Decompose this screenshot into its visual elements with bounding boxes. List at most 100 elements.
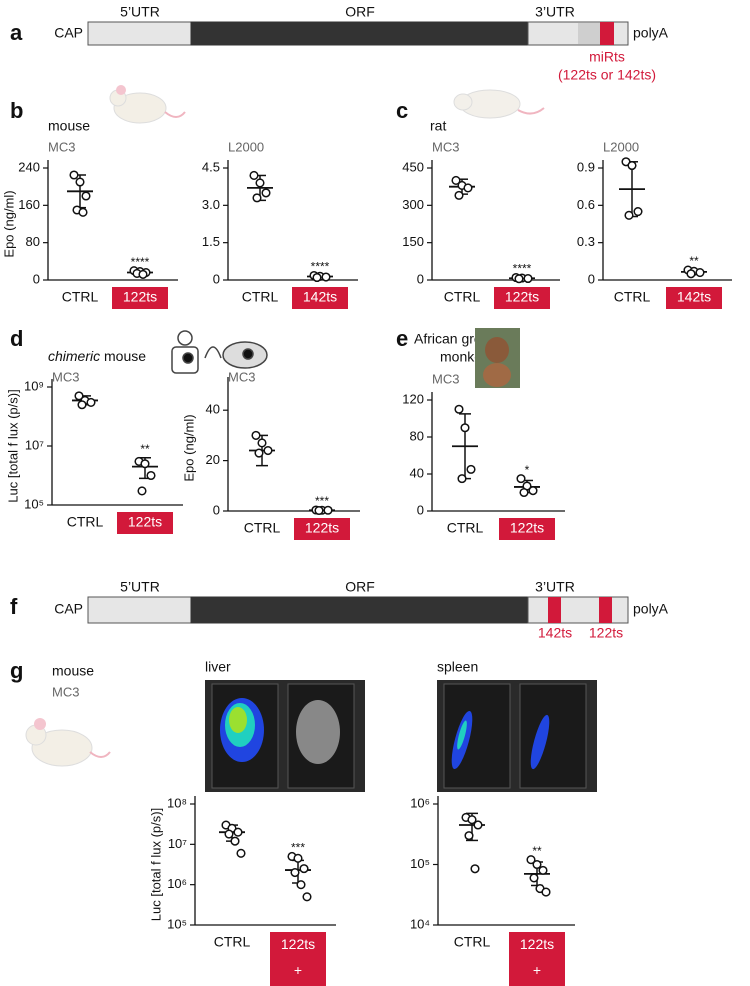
data-point (77, 400, 87, 410)
rat-icon (453, 89, 545, 119)
x-tick-label: 122ts (305, 520, 339, 536)
data-point (249, 170, 259, 181)
data-point (467, 815, 477, 825)
data-point (514, 274, 524, 284)
data-point (686, 269, 696, 279)
data-point (323, 505, 333, 515)
panel-title-part: chimeric (48, 348, 100, 364)
y-axis-label: Luc [total f lux (p/s)] (148, 808, 163, 921)
data-point (137, 486, 147, 496)
y-tick-label: 0.3 (577, 234, 595, 249)
panel-title: rat (430, 118, 446, 134)
mrna-diagram (87, 21, 629, 46)
category-box (117, 512, 173, 534)
label: 122ts (589, 625, 623, 641)
significance: **** (311, 260, 330, 274)
y-tick-label: 40 (206, 402, 220, 417)
data-point (251, 430, 261, 440)
data-point (633, 207, 643, 217)
y-tick-label: 80 (26, 234, 40, 249)
spleen-image (437, 680, 597, 792)
data-point (255, 178, 265, 188)
data-point (75, 177, 85, 187)
y-tick-label: 10⁶ (410, 795, 430, 810)
data-point (146, 470, 156, 481)
data-point (302, 892, 312, 902)
y-tick-label: 10⁵ (410, 856, 430, 871)
data-point (454, 190, 464, 200)
data-point (473, 820, 483, 830)
y-tick-label: 0 (588, 271, 595, 286)
significance: *** (315, 494, 329, 508)
data-point (263, 445, 273, 456)
subtitle: MC3 (48, 139, 75, 154)
data-point (466, 464, 476, 474)
panel-letter: c (396, 98, 408, 123)
mrna-diagram (87, 596, 629, 624)
label: 3’UTR (535, 4, 575, 20)
panel-letter: f (10, 594, 18, 619)
data-point (526, 855, 536, 865)
y-tick-label: 450 (402, 159, 424, 174)
y-tick-label: 1.5 (202, 234, 220, 249)
label: CAP (54, 601, 83, 617)
y-tick-label: 40 (410, 465, 424, 480)
significance: ** (689, 254, 699, 268)
y-tick-label: 0 (417, 502, 424, 517)
panel-title: spleen (437, 659, 478, 675)
x-tick-label: CTRL (62, 289, 99, 305)
y-tick-label: 160 (18, 197, 40, 212)
y-tick-label: 300 (402, 197, 424, 212)
data-point (695, 267, 705, 278)
category-box (509, 932, 565, 986)
category-box (494, 287, 550, 309)
x-tick-label: 142ts (677, 289, 711, 305)
data-point (261, 188, 271, 198)
y-tick-label: 10⁸ (167, 795, 187, 810)
data-point (464, 831, 474, 841)
y-tick-label: 240 (18, 159, 40, 174)
y-tick-label: 0 (417, 271, 424, 286)
x-tick-label: CTRL (614, 289, 651, 305)
significance: *** (291, 841, 305, 855)
monkey-photo (475, 328, 520, 388)
y-tick-label: 0 (213, 271, 220, 286)
data-point (293, 853, 303, 863)
x-tick-label: 122ts (505, 289, 539, 305)
subtitle: L2000 (228, 139, 264, 154)
y-tick-label: 120 (402, 391, 424, 406)
subtitle: MC3 (432, 371, 459, 386)
label: polyA (633, 25, 669, 41)
panel-letter: b (10, 98, 23, 123)
y-tick-label: 10⁴ (410, 916, 430, 931)
mouse-icon (25, 718, 111, 767)
y-tick-label: 10⁵ (167, 916, 187, 931)
subtitle: MC3 (52, 369, 79, 384)
data-point (296, 880, 306, 890)
panel-title-part: mouse (104, 348, 146, 364)
data-point (299, 864, 309, 874)
data-point (519, 487, 529, 498)
significance: **** (513, 262, 532, 276)
panel-title: mouse (48, 118, 90, 134)
x-tick-label: 122ts+142ts (520, 936, 554, 986)
data-point (470, 864, 480, 874)
data-point (290, 867, 300, 878)
x-tick-label: 122ts (510, 520, 544, 536)
y-tick-label: 10⁵ (24, 496, 44, 511)
data-point (236, 848, 246, 858)
data-point (233, 827, 243, 837)
significance: **** (131, 255, 150, 269)
data-point (457, 474, 467, 484)
data-point (257, 438, 267, 448)
data-point (314, 505, 324, 516)
panel-title: liver (205, 659, 231, 675)
panel-letter: d (10, 326, 23, 351)
significance: ** (532, 844, 542, 858)
y-axis-label: Luc [total f lux (p/s)] (5, 389, 20, 502)
data-point (86, 397, 96, 407)
significance: ** (140, 442, 150, 456)
liver-image (205, 680, 365, 792)
subtitle: L2000 (603, 139, 639, 154)
